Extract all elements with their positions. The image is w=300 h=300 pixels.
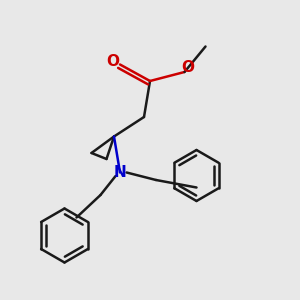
Text: O: O [106, 54, 119, 69]
Text: N: N [114, 165, 126, 180]
Text: O: O [181, 60, 194, 75]
